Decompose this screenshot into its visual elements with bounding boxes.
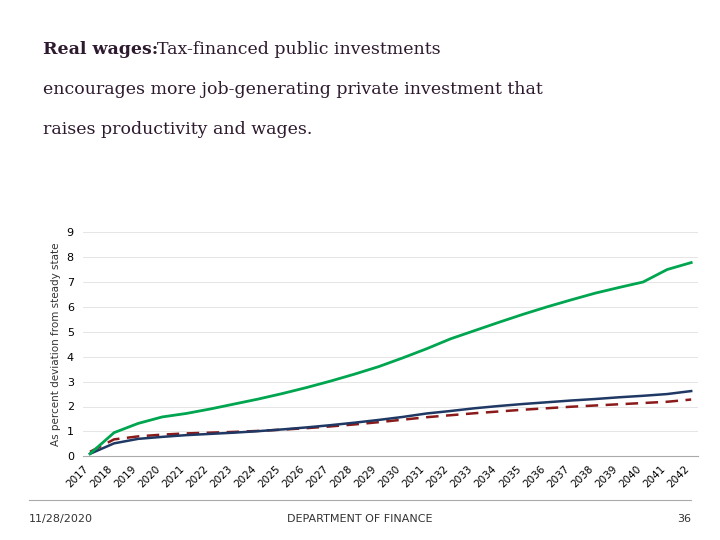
- Low: [687, 396, 696, 403]
- High: [374, 363, 383, 370]
- Low: [206, 429, 215, 436]
- Line: Base: Base: [90, 391, 691, 454]
- High: [302, 384, 311, 391]
- Low: [326, 423, 335, 430]
- Low: [590, 402, 599, 409]
- High: [567, 296, 575, 303]
- High: [158, 414, 166, 420]
- Low: [518, 407, 527, 413]
- Base: [86, 450, 94, 457]
- Base: [158, 434, 166, 440]
- High: [230, 401, 238, 407]
- Text: Real wages:: Real wages:: [43, 40, 158, 57]
- Base: [230, 429, 238, 436]
- Base: [398, 414, 407, 420]
- Base: [302, 424, 311, 431]
- Low: [374, 419, 383, 426]
- Base: [446, 408, 455, 414]
- Base: [206, 431, 215, 437]
- Low: [398, 416, 407, 423]
- Line: High: High: [90, 262, 691, 454]
- High: [518, 311, 527, 318]
- Low: [639, 400, 647, 406]
- Low: [350, 421, 359, 428]
- High: [326, 378, 335, 384]
- Line: Low: Low: [90, 400, 691, 452]
- High: [470, 327, 479, 334]
- Base: [254, 428, 263, 434]
- Low: [230, 429, 238, 435]
- High: [254, 396, 263, 402]
- Base: [687, 388, 696, 394]
- Low: [495, 408, 503, 415]
- Low: [423, 414, 431, 421]
- Base: [278, 426, 287, 433]
- High: [495, 319, 503, 326]
- Base: [350, 420, 359, 426]
- Base: [567, 397, 575, 404]
- High: [543, 303, 552, 310]
- Base: [518, 401, 527, 407]
- Low: [470, 410, 479, 416]
- Base: [326, 422, 335, 428]
- Low: [86, 449, 94, 455]
- Text: 36: 36: [678, 515, 691, 524]
- Y-axis label: As percent deviation from steady state: As percent deviation from steady state: [51, 242, 61, 446]
- Low: [302, 425, 311, 431]
- High: [278, 390, 287, 397]
- Low: [278, 427, 287, 433]
- High: [109, 429, 118, 436]
- Base: [423, 410, 431, 417]
- Low: [182, 430, 191, 437]
- High: [206, 406, 215, 412]
- Text: raises productivity and wages.: raises productivity and wages.: [43, 122, 312, 138]
- Low: [158, 431, 166, 438]
- High: [134, 420, 143, 427]
- Base: [615, 394, 624, 401]
- High: [446, 335, 455, 342]
- Low: [134, 433, 143, 440]
- Base: [495, 403, 503, 409]
- High: [615, 284, 624, 291]
- Base: [109, 440, 118, 447]
- High: [687, 259, 696, 266]
- Low: [543, 405, 552, 411]
- High: [663, 266, 672, 273]
- High: [590, 290, 599, 296]
- Low: [567, 403, 575, 410]
- Base: [639, 393, 647, 399]
- Text: encourages more job-generating private investment that: encourages more job-generating private i…: [43, 81, 543, 98]
- Low: [254, 428, 263, 434]
- High: [182, 410, 191, 417]
- High: [398, 355, 407, 361]
- Base: [470, 405, 479, 411]
- Base: [134, 436, 143, 442]
- High: [423, 346, 431, 352]
- High: [350, 371, 359, 377]
- Low: [446, 412, 455, 418]
- High: [639, 279, 647, 285]
- Base: [543, 399, 552, 406]
- Base: [663, 391, 672, 397]
- Base: [374, 417, 383, 423]
- Base: [182, 432, 191, 438]
- Text: DEPARTMENT OF FINANCE: DEPARTMENT OF FINANCE: [287, 515, 433, 524]
- Low: [615, 401, 624, 408]
- Low: [663, 399, 672, 405]
- Text: Tax-financed public investments: Tax-financed public investments: [157, 40, 441, 57]
- Low: [109, 436, 118, 443]
- Base: [590, 396, 599, 402]
- Text: 11/28/2020: 11/28/2020: [29, 515, 93, 524]
- High: [86, 450, 94, 457]
